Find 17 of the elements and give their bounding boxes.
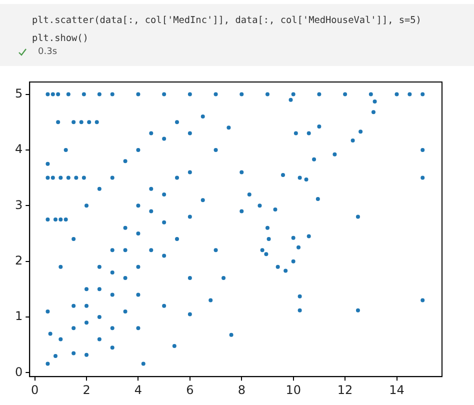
x-tick-label: 10 bbox=[286, 382, 301, 397]
y-tick-label: 1 bbox=[14, 309, 23, 324]
x-tick-label: 8 bbox=[238, 382, 246, 397]
x-tick-label: 12 bbox=[337, 382, 353, 397]
y-tick-label: 4 bbox=[14, 142, 23, 156]
x-tick-label: 6 bbox=[186, 382, 194, 397]
y-tick-label: 2 bbox=[14, 253, 23, 268]
y-tick-label: 3 bbox=[14, 198, 23, 212]
x-tick-label: 4 bbox=[134, 382, 142, 397]
y-tick-label: 5 bbox=[14, 86, 23, 100]
x-tick-label: 2 bbox=[82, 382, 90, 397]
text: 0.3s bbox=[38, 47, 58, 57]
text: plt.scatter(data[:, col['MedInc']], data[:, col['MedHouseVal']], s=5) bbox=[32, 15, 422, 26]
text: plt.show() bbox=[32, 33, 88, 44]
x-tick-label: 0 bbox=[30, 382, 39, 397]
y-tick-label: 0 bbox=[14, 364, 23, 379]
x-tick-label: 14 bbox=[389, 382, 404, 397]
